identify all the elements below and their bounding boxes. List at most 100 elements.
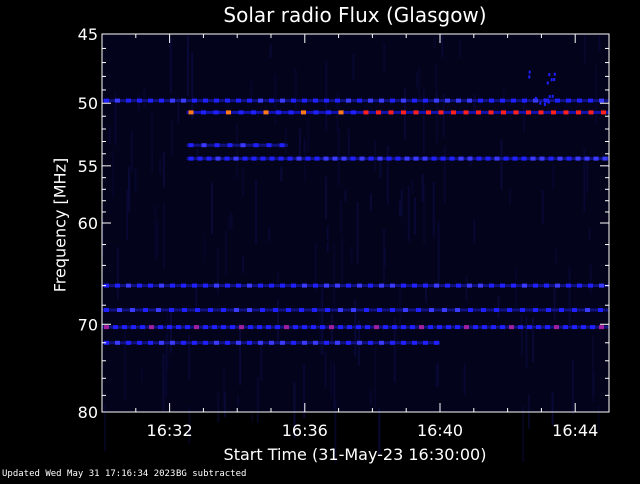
burst-feature — [550, 78, 553, 82]
band-burst — [478, 283, 483, 288]
band-burst — [208, 308, 213, 312]
band-burst — [260, 308, 265, 312]
band-burst — [335, 283, 340, 288]
band-burst — [368, 98, 373, 103]
background-note: BG subtracted — [176, 469, 247, 479]
band-burst — [242, 156, 248, 161]
noise-streak — [586, 156, 589, 194]
band-burst — [456, 98, 461, 103]
band-burst — [194, 325, 199, 330]
noise-streak — [134, 168, 137, 193]
noise-streak — [196, 148, 199, 161]
band-burst — [286, 308, 291, 312]
band-burst — [126, 340, 131, 345]
band-burst — [403, 308, 408, 312]
band-burst — [104, 283, 109, 288]
noise-streak — [143, 88, 146, 108]
band-burst — [341, 156, 347, 161]
noise-streak — [341, 236, 343, 288]
band-burst — [489, 98, 494, 103]
band-burst — [203, 98, 208, 103]
noise-streak — [326, 225, 329, 241]
band-burst — [269, 98, 274, 103]
band-burst — [598, 308, 603, 312]
band-burst — [313, 110, 319, 115]
band-burst — [588, 98, 593, 103]
band-burst — [185, 325, 190, 330]
band-burst — [195, 308, 200, 312]
noise-streak — [522, 101, 525, 133]
band-burst — [455, 325, 460, 330]
noise-streak — [497, 296, 500, 319]
band-burst — [240, 143, 246, 148]
band-burst — [481, 308, 486, 312]
band-burst — [269, 283, 274, 288]
noise-streak — [421, 174, 424, 202]
band-burst — [503, 156, 509, 161]
band-burst — [491, 325, 496, 330]
frequency-band — [102, 340, 440, 345]
y-tick-label: 50 — [78, 94, 98, 113]
band-burst — [131, 325, 136, 330]
noise-streak — [324, 176, 327, 219]
band-burst — [538, 110, 544, 115]
band-burst — [356, 325, 361, 330]
noise-streak — [277, 300, 280, 344]
noise-streak — [413, 197, 416, 235]
band-burst — [392, 325, 397, 330]
spectrogram-heatmap — [102, 34, 609, 463]
band-burst — [302, 340, 307, 345]
band-burst — [377, 308, 382, 312]
noise-streak — [463, 363, 466, 395]
band-burst — [115, 283, 120, 288]
band-burst — [291, 340, 296, 345]
band-burst — [359, 156, 365, 161]
band-burst — [288, 110, 294, 115]
noise-streak — [108, 126, 111, 144]
band-burst — [401, 110, 406, 115]
noise-streak — [103, 403, 106, 452]
band-burst — [148, 98, 153, 103]
band-burst — [365, 325, 370, 330]
noise-streak — [217, 391, 220, 423]
band-burst — [263, 110, 269, 115]
band-burst — [401, 283, 406, 288]
band-burst — [302, 325, 307, 330]
noise-streak — [551, 392, 554, 426]
noise-streak — [583, 34, 586, 64]
band-burst — [377, 156, 383, 161]
band-burst — [224, 156, 230, 161]
noise-streak — [399, 200, 401, 217]
band-burst — [320, 325, 325, 330]
band-burst — [258, 98, 263, 103]
band-burst — [176, 325, 181, 330]
band-burst — [566, 283, 571, 288]
band-burst — [137, 283, 142, 288]
band-burst — [239, 325, 244, 330]
band-burst — [293, 325, 298, 330]
band-burst — [203, 340, 208, 345]
band-burst — [214, 283, 219, 288]
band-burst — [302, 98, 307, 103]
band-burst — [476, 156, 482, 161]
band-burst — [273, 308, 278, 312]
noise-streak — [242, 167, 244, 197]
noise-streak — [378, 408, 381, 457]
x-axis-label: Start Time (31-May-23 16:30:00) — [223, 445, 487, 464]
band-burst — [122, 325, 127, 330]
band-burst — [555, 283, 560, 288]
band-burst — [428, 325, 433, 330]
band-burst — [225, 98, 230, 103]
band-burst — [338, 110, 344, 115]
band-line — [102, 325, 609, 329]
noise-streak — [235, 123, 238, 179]
band-burst — [545, 325, 550, 330]
noise-streak — [424, 281, 427, 304]
band-burst — [143, 308, 148, 312]
band-burst — [390, 308, 395, 312]
noise-streak — [203, 233, 206, 263]
noise-streak — [433, 36, 436, 48]
y-axis-label: Frequency [MHz] — [50, 157, 70, 293]
band-burst — [522, 98, 527, 103]
noise-streak — [423, 183, 426, 245]
